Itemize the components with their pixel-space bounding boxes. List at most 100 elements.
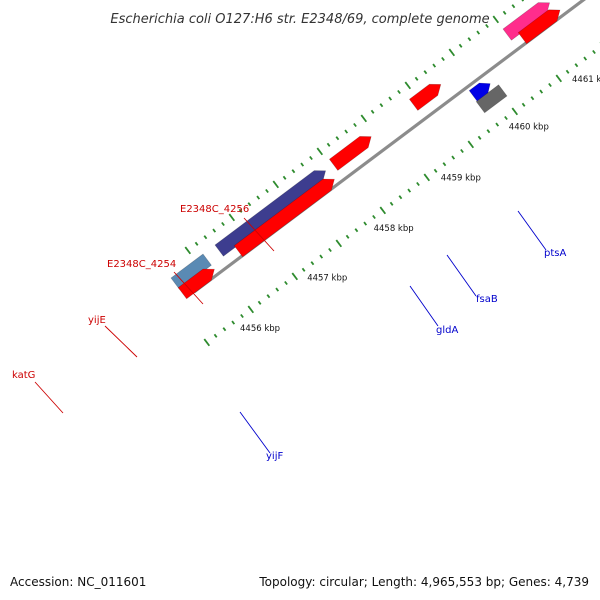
minor-tick [319,254,324,259]
minor-tick [486,129,491,134]
minor-tick [511,4,516,9]
minor-tick [363,221,368,226]
minor-tick [530,96,535,101]
minor-tick [397,89,401,95]
minor-tick [345,234,350,239]
leader-line [173,271,204,305]
tick-label: 4459 kbp [441,173,481,183]
major-tick [448,48,456,57]
leader-line [34,381,64,414]
label-leader-lines [34,210,547,454]
minor-tick [300,162,305,167]
minor-tick [389,201,394,206]
minor-tick [265,188,269,194]
minor-tick [240,313,244,319]
genome-summary-text: Topology: circular; Length: 4,965,553 bp… [258,575,589,589]
leader-line [517,210,547,251]
minor-tick [328,247,332,253]
minor-tick [442,162,447,167]
gene-label-glda: gldA [436,325,458,336]
gene-label-fsab: fsaB [476,294,498,305]
major-tick [184,246,192,255]
e2348c-4254-cds [408,83,442,111]
minor-tick [583,56,588,61]
map-title: Escherichia coli O127:H6 str. E2348/69, … [110,12,489,27]
minor-tick [432,63,437,68]
major-tick [555,74,563,83]
minor-tick [441,56,445,62]
minor-tick [504,115,508,121]
minor-tick [222,327,227,332]
major-tick [335,239,343,248]
minor-tick [485,23,489,29]
outer-tick-ring [184,0,525,255]
yije-cds [328,136,372,171]
minor-tick [407,188,412,193]
yijf-cds [468,82,491,103]
minor-tick [326,142,331,147]
major-tick [291,272,299,281]
inner-tick-ring [203,42,600,347]
minor-tick [398,195,403,200]
accession-text: Accession: NC_011601 [10,575,146,589]
major-tick [492,15,500,24]
minor-tick [423,70,428,75]
red-cds-inner-1 [177,268,215,300]
minor-tick [416,181,420,187]
minor-tick [301,267,306,272]
minor-tick [309,155,313,161]
minor-tick [388,96,393,101]
tick-label: 4456 kbp [240,324,280,334]
major-tick [247,305,255,314]
minor-tick [284,280,288,286]
major-tick [228,213,236,222]
minor-tick [257,300,262,305]
minor-tick [354,228,359,233]
minor-tick [539,89,544,94]
gene-label-e2348c_4254: E2348C_4254 [107,259,176,270]
major-tick [379,206,387,215]
minor-tick [231,320,236,325]
minor-tick [451,155,456,160]
feature-track [170,2,561,300]
major-tick [423,173,431,182]
e2348c-4256-cds [502,2,550,41]
minor-tick [247,202,252,207]
leader-line [446,254,477,297]
gene-label-yije: yijE [88,315,106,326]
label-layer: 4456 kbp 4457 kbp 4458 kbp 4459 kbp 4460 kbp… [12,75,600,462]
minor-tick [275,287,280,292]
minor-tick [256,195,261,200]
tick-label: 4461 kbp [572,75,600,85]
major-tick [404,81,412,90]
minor-tick [495,122,500,127]
minor-tick [379,103,384,108]
red-cds-inner-3 [517,9,561,45]
katg-cds [214,170,326,257]
minor-tick [592,49,596,55]
gene-label-ptsa: ptsA [544,248,566,259]
minor-tick [574,63,579,68]
minor-tick [291,169,296,174]
tick-label: 4457 kbp [307,274,347,284]
minor-tick [502,10,507,15]
minor-tick [458,43,463,48]
leader-line [243,217,275,252]
minor-tick [414,76,419,81]
minor-tick [353,122,357,128]
minor-tick [282,175,287,180]
minor-tick [335,136,340,141]
minor-tick [194,241,199,246]
minor-tick [521,102,526,107]
leader-line [239,411,271,454]
major-tick [467,140,475,149]
minor-tick [221,221,225,227]
minor-tick [266,294,271,299]
red-cds-inner-2 [233,178,335,258]
minor-tick [310,261,315,266]
minor-tick [548,82,552,88]
gene-label-katg: katG [12,370,35,381]
major-tick [360,114,368,123]
minor-tick [460,148,464,154]
